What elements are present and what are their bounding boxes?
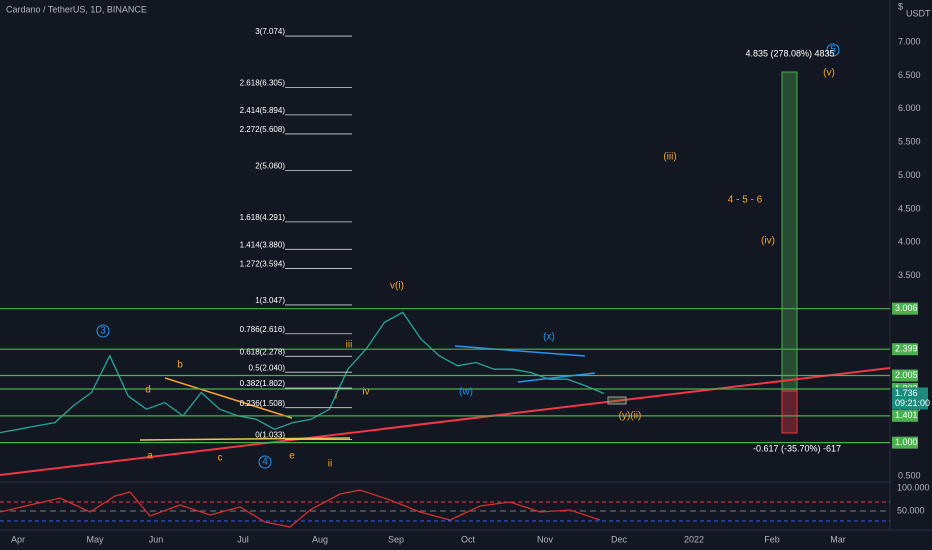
fib-label: 0.618(2.278) [240, 347, 286, 356]
price-tick-label: 6.500 [898, 70, 921, 80]
chart-title: Cardano / TetherUS, 1D, BINANCE [6, 4, 147, 14]
price-tick-label: 3.500 [898, 270, 921, 280]
time-tick-label: Oct [461, 534, 476, 544]
wave-label: iv [362, 387, 369, 398]
wave-label: (v) [823, 68, 835, 79]
price-tick-label: 0.500 [898, 470, 921, 480]
wave-label: b [177, 360, 183, 371]
wave-circle [96, 324, 110, 338]
fib-label: 2.414(5.894) [240, 106, 286, 115]
price-tick-label: 4.000 [898, 237, 921, 247]
level-badge [892, 436, 918, 449]
fib-label: 2.618(6.305) [240, 79, 286, 88]
wave-label: (w) [459, 387, 473, 398]
time-tick-label: May [86, 534, 104, 544]
wave-label: c [218, 453, 223, 464]
price-tick-label: 5.500 [898, 137, 921, 147]
wave-circle [826, 43, 840, 57]
projection-up [781, 71, 798, 392]
fib-label: 1.272(3.594) [240, 260, 286, 269]
time-tick-label: Jun [149, 534, 164, 544]
wave-label: (iv) [761, 236, 775, 247]
time-tick-label: Sep [388, 534, 404, 544]
trendline [0, 367, 891, 476]
time-tick-label: 2022 [684, 534, 704, 544]
wave-label: (x) [543, 332, 555, 343]
time-tick-label: Apr [11, 534, 25, 544]
current-badge [892, 387, 928, 410]
level-badge [892, 409, 918, 422]
countdown: 09:21:00 [895, 398, 930, 408]
wedge-base [139, 437, 351, 441]
projection-down [781, 390, 798, 434]
wave-circle [258, 455, 272, 469]
fib-label: 3(7.074) [255, 27, 285, 36]
wave-label: (y)(ii) [619, 411, 642, 422]
time-tick-label: Dec [611, 534, 628, 544]
level-label: 1.000 [895, 437, 918, 447]
price-tick-label: 5.000 [898, 170, 921, 180]
wedge-line [164, 377, 293, 419]
fib-label: 0.786(2.616) [240, 325, 286, 334]
fib-label: 1.414(3.880) [240, 240, 286, 249]
triangle-bottom [517, 372, 596, 383]
fib-label: 0.5(2.040) [249, 363, 286, 372]
wave-label: v(i) [390, 281, 404, 292]
indicator-line [0, 489, 601, 528]
projection-stop: -0.617 (-35.70%) -617 [753, 443, 841, 453]
wave-label: ii [328, 459, 332, 470]
wave-label: 4 - 5 - 6 [728, 195, 763, 206]
target-box [607, 396, 627, 405]
fib-label: 2.272(5.608) [240, 125, 286, 134]
price-tick-label: 6.000 [898, 103, 921, 113]
wave-label: (iii) [663, 152, 676, 163]
triangle-top [454, 345, 586, 357]
fib-label: 2(5.060) [255, 162, 285, 171]
level-badge [892, 343, 918, 356]
fib-label: 0.382(1.802) [240, 379, 286, 388]
fib-label: 1(3.047) [255, 296, 285, 305]
wave-label: d [145, 385, 151, 396]
fib-label: 0(1.033) [255, 431, 285, 440]
wave-label: 3 [100, 326, 106, 337]
price-tick-label: 7.000 [898, 36, 921, 46]
time-tick-label: Nov [537, 534, 554, 544]
indicator-tick-label: 50.000 [897, 505, 925, 515]
wave-label: a [147, 451, 153, 462]
time-tick-label: Jul [237, 534, 249, 544]
projection-target: 4.835 (278.08%) 4835 [745, 48, 834, 58]
currency: USDT [906, 8, 931, 18]
level-badge [892, 302, 918, 315]
fib-label: 1.618(4.291) [240, 213, 286, 222]
current-price: 1.736 [895, 388, 918, 398]
price-line [0, 311, 605, 434]
level-label: 2.399 [895, 344, 918, 354]
level-label: 2.005 [895, 370, 918, 380]
time-tick-label: Aug [312, 534, 328, 544]
wave-label: i [335, 391, 337, 402]
time-tick-label: Feb [764, 534, 780, 544]
wave-label: e [289, 451, 295, 462]
wave-label: 5 [830, 45, 836, 56]
currency-symbol: $ [898, 1, 903, 11]
fib-label: 0.236(1.508) [240, 399, 286, 408]
level-label: 3.006 [895, 303, 918, 313]
level-badge [892, 369, 918, 382]
wave-label: 4 [262, 457, 268, 468]
level-label: 1.401 [895, 410, 918, 420]
price-tick-label: 4.500 [898, 203, 921, 213]
wave-label: iii [346, 340, 353, 351]
indicator-tick-label: 100.000 [897, 482, 930, 492]
time-tick-label: Mar [830, 534, 846, 544]
